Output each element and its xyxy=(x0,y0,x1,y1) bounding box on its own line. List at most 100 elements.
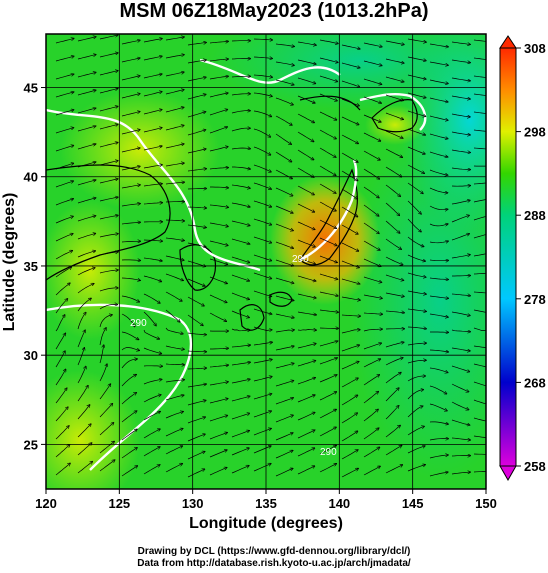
x-tick-label: 145 xyxy=(402,496,424,511)
streamline xyxy=(451,419,470,425)
streamline xyxy=(55,370,66,386)
streamline xyxy=(165,90,184,95)
streamline xyxy=(319,75,337,82)
streamline xyxy=(121,347,139,351)
streamline xyxy=(429,439,448,440)
streamline xyxy=(143,329,159,339)
streamline xyxy=(363,409,378,422)
streamline xyxy=(451,186,470,187)
streamline xyxy=(77,313,86,330)
streamline xyxy=(99,315,112,328)
streamline xyxy=(297,378,315,385)
streamline xyxy=(77,37,96,42)
streamline xyxy=(165,125,184,131)
streamline xyxy=(165,429,183,437)
streamline xyxy=(363,96,381,103)
streamline xyxy=(319,410,336,419)
contour-west xyxy=(46,108,261,272)
streamline xyxy=(341,345,359,352)
streamline xyxy=(275,451,293,459)
streamline xyxy=(407,272,426,277)
streamline xyxy=(363,392,378,404)
streamline xyxy=(319,237,337,246)
streamline xyxy=(473,309,486,313)
streamline xyxy=(209,365,228,368)
streamline xyxy=(297,395,315,403)
streamline xyxy=(121,448,137,459)
streamline xyxy=(209,76,228,80)
streamline xyxy=(121,94,140,99)
streamline xyxy=(253,200,271,207)
streamline xyxy=(385,130,403,138)
streamline xyxy=(231,128,250,132)
streamline xyxy=(407,74,426,79)
streamline xyxy=(341,224,358,234)
y-tick-label: 40 xyxy=(24,170,38,185)
streamline xyxy=(473,182,486,185)
streamline xyxy=(253,411,271,418)
streamline xyxy=(341,395,357,406)
streamline xyxy=(55,283,70,296)
streamline xyxy=(55,388,67,404)
streamline xyxy=(209,276,227,283)
streamline xyxy=(121,277,140,280)
streamline xyxy=(165,220,184,221)
streamline xyxy=(253,218,271,225)
streamline xyxy=(77,72,96,78)
streamline xyxy=(231,396,250,402)
streamline xyxy=(385,184,400,196)
streamline xyxy=(253,236,271,243)
streamline xyxy=(363,204,379,216)
streamline xyxy=(231,148,250,149)
streamline xyxy=(319,57,338,62)
colorbar-min-triangle xyxy=(499,465,517,482)
streamline xyxy=(253,164,271,172)
streamline xyxy=(473,291,486,294)
streamline xyxy=(297,41,316,45)
streamline xyxy=(187,112,205,118)
y-tick-label: 35 xyxy=(24,259,38,274)
contour-honshu xyxy=(299,159,358,262)
streamline xyxy=(473,327,486,331)
grid-lines xyxy=(46,34,486,489)
streamline xyxy=(143,56,162,61)
streamline xyxy=(121,112,140,117)
streamline xyxy=(341,413,357,424)
streamline xyxy=(55,315,65,332)
x-tick-label: 140 xyxy=(328,496,350,511)
colorbar: 258 268 278 288 298 308 xyxy=(499,35,546,482)
streamline xyxy=(165,182,184,185)
streamline xyxy=(385,446,402,456)
streamline xyxy=(55,299,67,314)
streamline xyxy=(55,128,73,134)
streamline xyxy=(341,80,359,87)
streamline xyxy=(55,92,74,98)
streamline xyxy=(363,375,379,386)
streamline xyxy=(363,132,380,141)
streamline xyxy=(165,364,184,365)
streamline xyxy=(407,146,425,154)
streamline xyxy=(429,295,448,298)
streamline xyxy=(297,131,314,142)
streamline xyxy=(143,447,160,457)
streamline xyxy=(55,181,73,188)
streamline xyxy=(451,401,469,410)
streamline xyxy=(319,358,337,365)
streamline xyxy=(77,330,85,348)
streamline xyxy=(253,326,272,331)
streamline xyxy=(363,42,382,47)
streamline xyxy=(121,295,139,302)
streamline xyxy=(407,38,426,42)
streamline xyxy=(209,416,227,422)
streamline xyxy=(341,62,360,68)
streamline xyxy=(429,133,448,139)
streamline xyxy=(341,278,360,284)
streamline xyxy=(297,221,315,229)
streamline xyxy=(77,386,88,402)
streamline xyxy=(121,260,140,261)
streamline xyxy=(209,168,228,169)
streamline xyxy=(187,130,205,136)
streamline xyxy=(209,41,228,44)
streamline xyxy=(473,129,486,132)
streamline xyxy=(275,469,293,477)
